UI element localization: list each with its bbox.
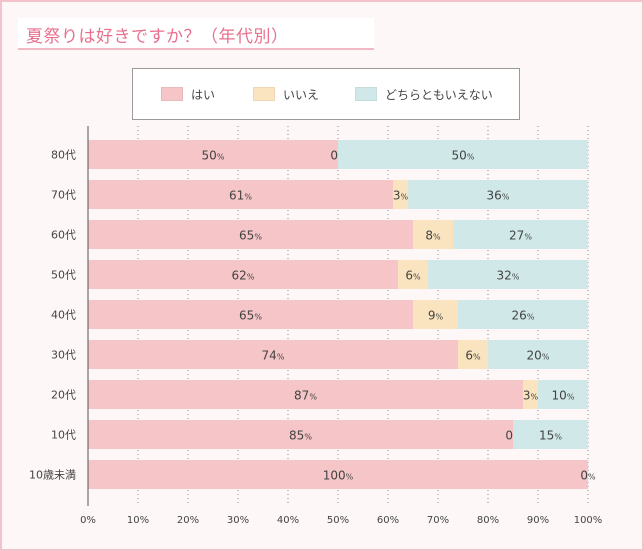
bar-segment	[338, 140, 588, 169]
data-label: 26%	[512, 309, 535, 323]
data-label: 6%	[465, 349, 481, 363]
data-label: 15%	[539, 429, 562, 443]
legend-swatch-neither	[355, 87, 377, 101]
data-label: 3%	[393, 189, 409, 203]
category-label: 10代	[51, 429, 76, 442]
data-label: 8%	[425, 229, 441, 243]
data-label: 3%	[523, 389, 539, 403]
x-tick-label: 30%	[227, 515, 249, 526]
bar-segment	[88, 340, 458, 369]
x-tick-label: 50%	[327, 515, 349, 526]
x-tick-label: 20%	[177, 515, 199, 526]
legend-item-neither: どちらともいえない	[355, 87, 493, 102]
data-label: 62%	[232, 269, 255, 283]
x-tick-label: 0%	[80, 515, 96, 526]
bar-segment	[393, 180, 408, 209]
data-label: 20%	[527, 349, 550, 363]
data-label: 36%	[487, 189, 510, 203]
category-label: 80代	[51, 149, 76, 162]
legend-item-no: いいえ	[253, 87, 320, 102]
bar-segment	[488, 340, 588, 369]
data-label: 65%	[239, 309, 262, 323]
category-label: 60代	[51, 229, 76, 242]
bar-segment	[88, 460, 588, 489]
category-label: 40代	[51, 309, 76, 322]
data-label: 50%	[202, 149, 225, 163]
data-label: 9%	[428, 309, 444, 323]
legend-label-no: いいえ	[283, 87, 320, 102]
bar-segment	[398, 260, 428, 289]
data-label: 100%	[323, 469, 354, 483]
data-label: 65%	[239, 229, 262, 243]
bar-segment	[88, 420, 513, 449]
data-label: 85%	[289, 429, 312, 443]
category-label: 70代	[51, 189, 76, 202]
bar-segment	[453, 220, 588, 249]
legend-item-yes: はい	[161, 87, 216, 102]
legend-swatch-yes	[161, 87, 183, 101]
bar-segment	[88, 180, 393, 209]
x-tick-label: 60%	[377, 515, 399, 526]
category-label: 10歳未満	[29, 469, 76, 482]
x-tick-label: 80%	[477, 515, 499, 526]
data-label: 10%	[552, 389, 575, 403]
x-tick-label: 100%	[574, 515, 603, 526]
title-box: 夏祭りは好きですか？（年代別）	[18, 18, 374, 50]
data-label: 74%	[262, 349, 285, 363]
data-label: 50%	[452, 149, 475, 163]
bar-segment	[88, 260, 398, 289]
bar-segment	[513, 420, 588, 449]
bar-segment	[413, 300, 458, 329]
x-tick-label: 40%	[277, 515, 299, 526]
bar-segment	[88, 380, 523, 409]
bar-segment	[408, 180, 588, 209]
legend-swatch-no	[253, 87, 275, 101]
category-label: 50代	[51, 269, 76, 282]
data-label: 0%	[580, 469, 596, 483]
category-label: 30代	[51, 349, 76, 362]
bar-segment	[88, 140, 338, 169]
x-tick-label: 70%	[427, 515, 449, 526]
data-label: 87%	[294, 389, 317, 403]
chart-title: 夏祭りは好きですか？（年代別）	[26, 27, 289, 47]
x-tick-label: 10%	[127, 515, 149, 526]
legend-label-neither: どちらともいえない	[385, 87, 493, 102]
bar-segment	[523, 380, 538, 409]
bar-segment	[88, 220, 413, 249]
data-label: 6%	[405, 269, 421, 283]
data-label: 27%	[509, 229, 532, 243]
x-tick-label: 90%	[527, 515, 549, 526]
category-label: 20代	[51, 389, 76, 402]
bar-segment	[458, 300, 588, 329]
bar-segment	[88, 300, 413, 329]
bar-segment	[538, 380, 588, 409]
bar-segment	[428, 260, 588, 289]
legend-label-yes: はい	[191, 87, 216, 102]
data-label: 61%	[229, 189, 252, 203]
bar-segment	[458, 340, 488, 369]
bar-segment	[413, 220, 453, 249]
data-label: 32%	[497, 269, 520, 283]
legend: はい いいえ どちらともいえない	[132, 68, 520, 120]
